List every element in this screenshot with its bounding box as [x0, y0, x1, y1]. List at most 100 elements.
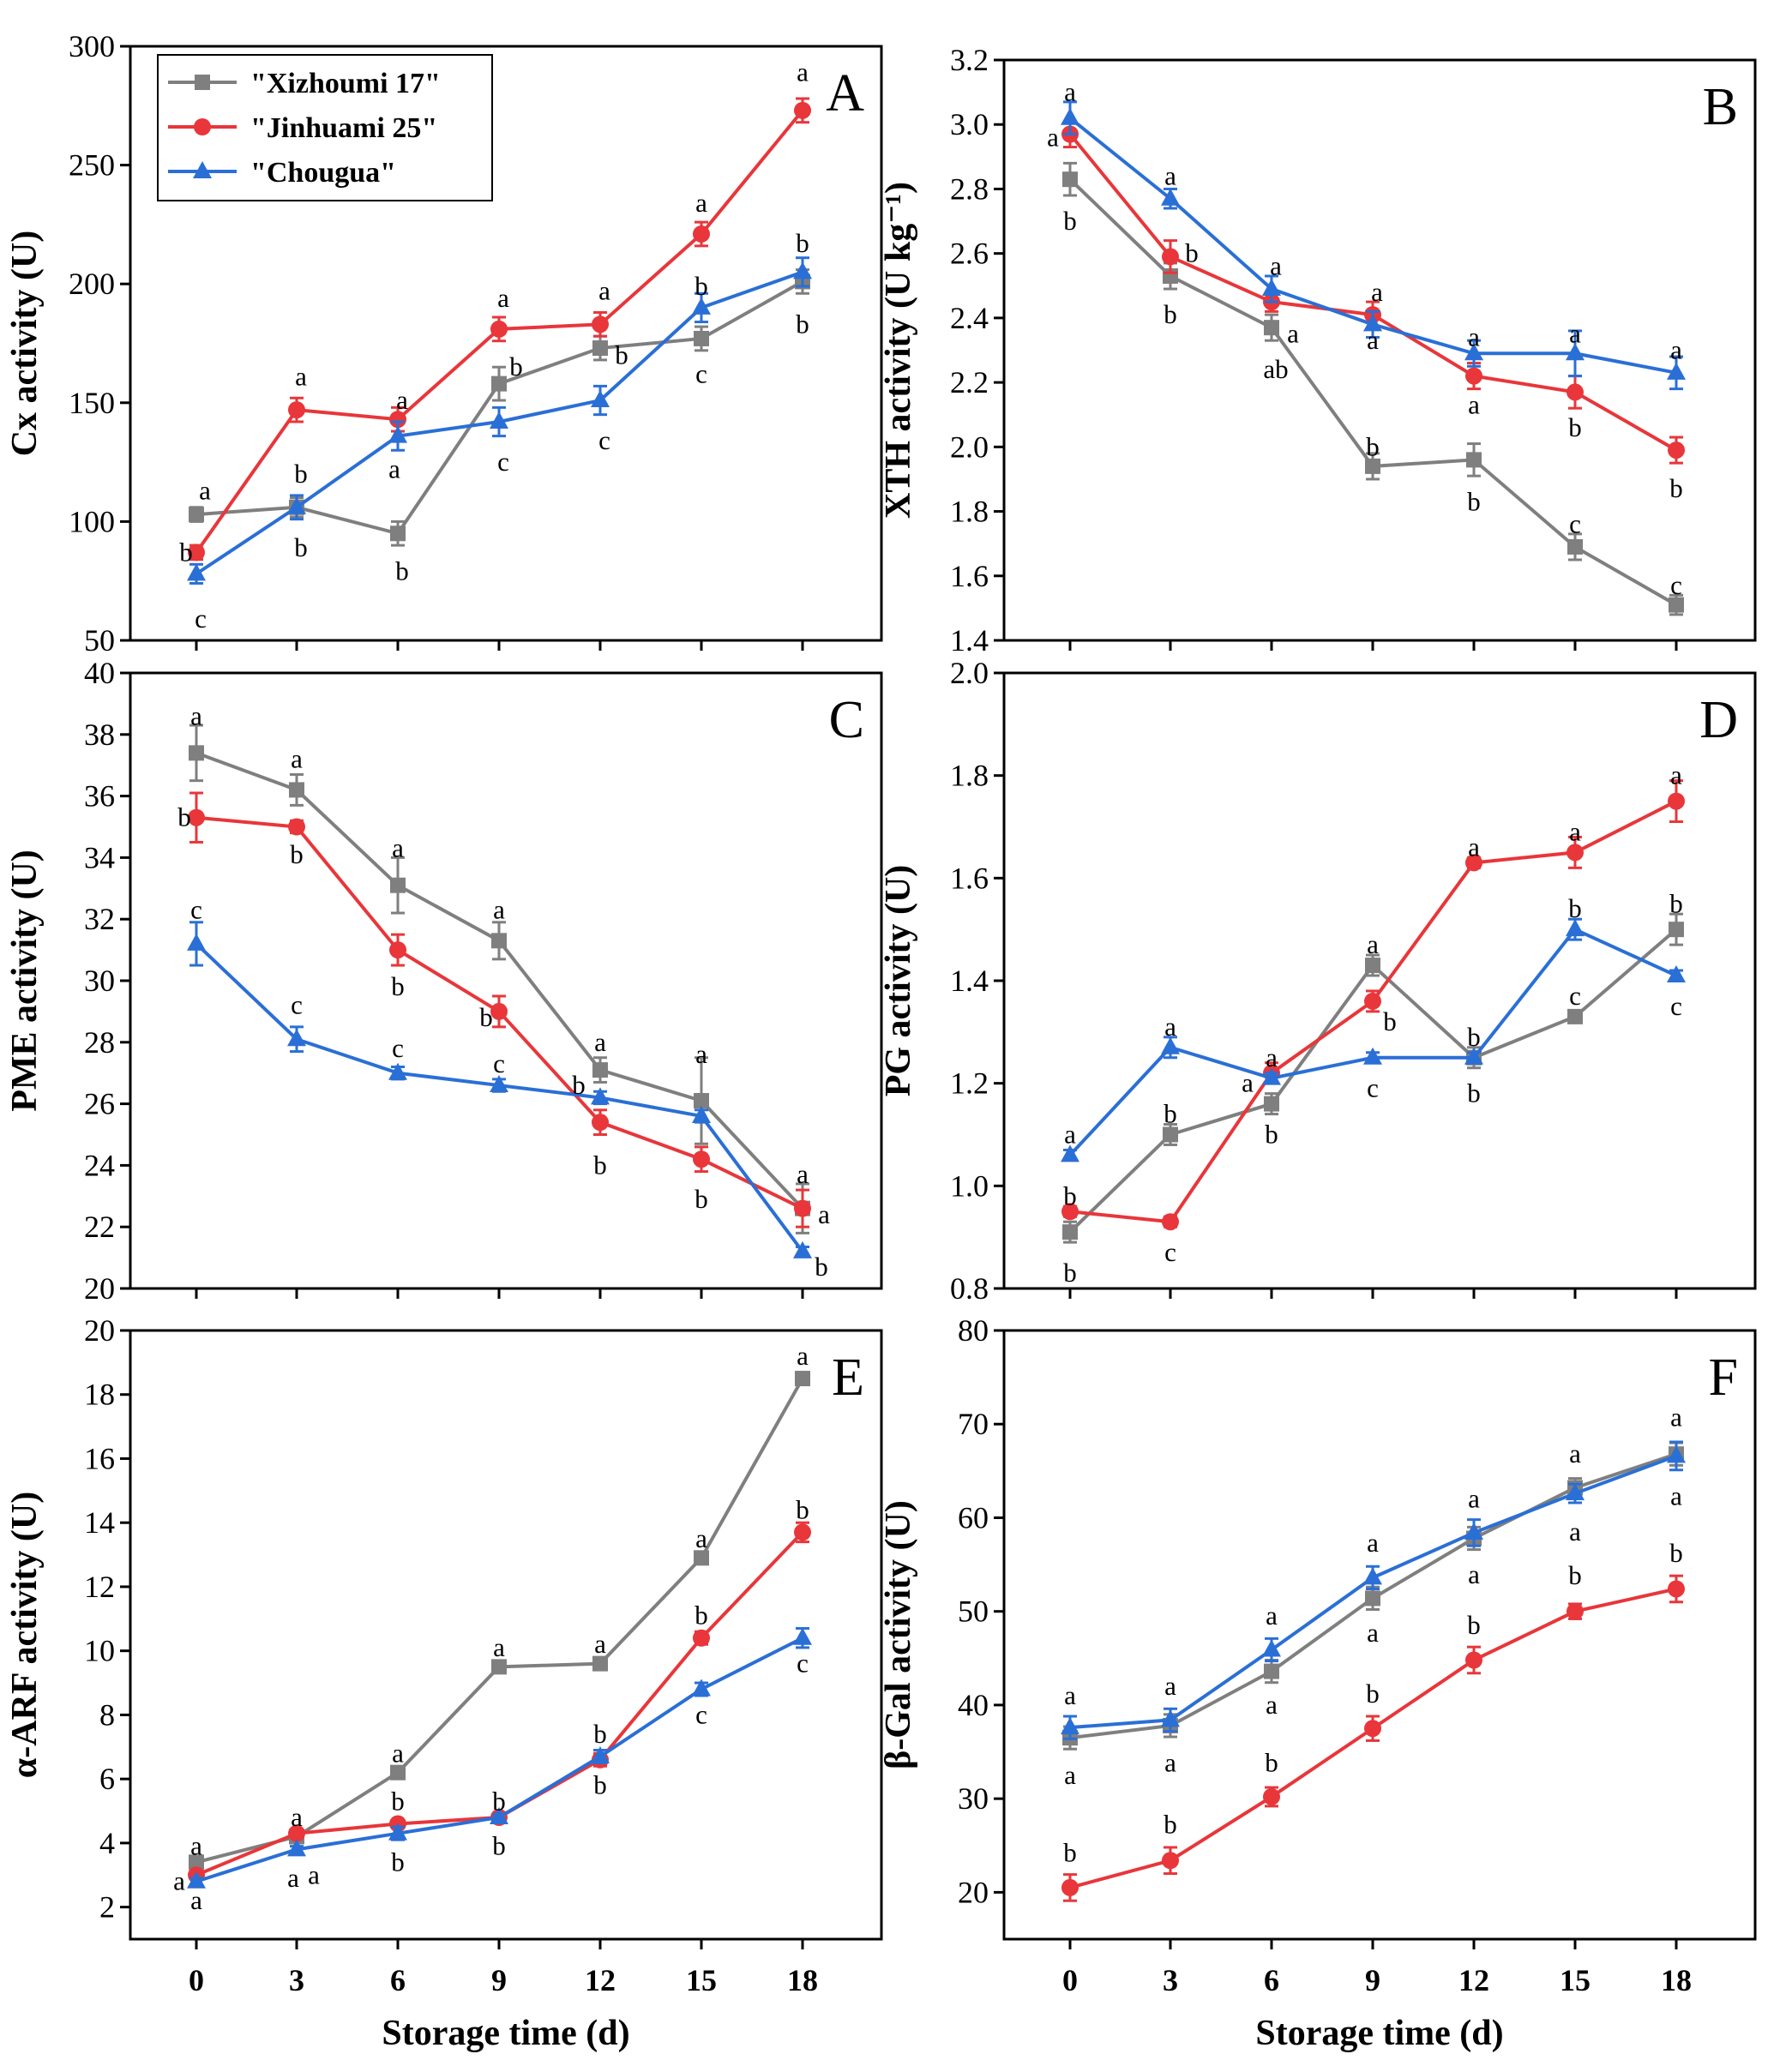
significance-label: a — [1468, 389, 1480, 419]
y-tick-label: 1.2 — [950, 1066, 989, 1101]
significance-label: b — [1366, 1679, 1380, 1709]
series-jinhuami-25 — [188, 791, 811, 1228]
data-point — [693, 1629, 710, 1647]
y-tick-label: 100 — [69, 504, 115, 538]
data-point — [288, 1824, 305, 1842]
y-tick-label: 200 — [69, 267, 115, 301]
plot-frame — [1002, 1329, 1757, 1941]
y-tick-label: 30 — [84, 964, 115, 998]
significance-label: a — [818, 1199, 830, 1229]
y-tick-label: 24 — [84, 1148, 115, 1182]
data-point — [1667, 1445, 1686, 1463]
significance-label: c — [1569, 981, 1581, 1011]
data-point — [592, 1655, 608, 1672]
y-tick-label: 1.8 — [950, 495, 989, 529]
data-point — [591, 1746, 610, 1763]
panel-b: 1.4 1.6 1.8 2.0 2.2 2.4 2.6 2.8 3.0 3.2 XTH activi… — [879, 43, 1757, 658]
significance-label: b — [1383, 1006, 1397, 1036]
significance-label: b — [1265, 1748, 1278, 1778]
data-point — [1365, 458, 1380, 474]
y-tick-label: 2.0 — [950, 656, 989, 690]
significance-label: a — [594, 1629, 606, 1659]
plot-frame — [1002, 671, 1757, 1290]
significance-label: a — [594, 1027, 606, 1057]
significance-label: b — [290, 839, 304, 869]
data-point — [692, 1105, 711, 1123]
data-point — [1262, 1639, 1281, 1657]
significance-label: a — [493, 1632, 505, 1662]
data-point — [1566, 1602, 1584, 1620]
panel-letter: B — [1703, 78, 1738, 136]
series-chougua — [1061, 917, 1686, 1162]
y-tick-label: 150 — [69, 386, 115, 420]
significance-label: a — [291, 1802, 303, 1832]
panel-e: 2 4 6 8 10 12 14 16 18 20 0 3 6 9 12 15 18 α-ARF activity… — [5, 1313, 883, 1997]
x-tick-label: 18 — [1661, 1963, 1692, 1997]
data-point — [1668, 792, 1685, 810]
significance-label: a — [1064, 77, 1076, 107]
significance-label: a — [1064, 1680, 1076, 1710]
significance-label: b — [391, 971, 405, 1001]
data-point — [1464, 1047, 1483, 1065]
significance-label: ab — [1263, 354, 1288, 384]
significance-label: a — [1468, 1484, 1480, 1514]
series-line — [195, 942, 804, 1253]
significance-label: a — [1569, 816, 1581, 846]
significance-label: b — [1063, 1838, 1077, 1868]
series-chougua — [187, 1627, 812, 1889]
y-tick-label: 50 — [958, 1595, 989, 1629]
data-point — [794, 1199, 811, 1217]
data-point — [288, 818, 305, 836]
significance-label: a — [1164, 1671, 1176, 1701]
significance-label: a — [291, 744, 303, 774]
significance-label: b — [796, 228, 809, 258]
plot-frame — [1002, 58, 1757, 642]
y-axis-label: α-ARF activity (U) — [5, 1492, 45, 1778]
legend: "Xizhoumi 17" "Jinhuami 25" "Chougua" — [157, 54, 493, 201]
significance-label: b — [1568, 893, 1582, 923]
y-tick-label: 1.4 — [950, 964, 989, 998]
data-point — [1667, 362, 1686, 380]
data-point — [794, 101, 811, 119]
data-point — [491, 375, 507, 392]
data-point — [1566, 343, 1585, 361]
y-tick-label: 70 — [958, 1407, 989, 1441]
y-tick-label: 4 — [99, 1826, 115, 1860]
significance-label: a — [1064, 1760, 1076, 1790]
significance-label: b — [395, 556, 409, 586]
significance-label: b — [593, 1719, 607, 1749]
significance-label: b — [572, 1070, 586, 1100]
x-tick-label: 3 — [1163, 1963, 1178, 1997]
significance-label: a — [1266, 1690, 1278, 1720]
significance-label: b — [1164, 1099, 1177, 1129]
data-point — [1363, 314, 1382, 332]
significance-label: a — [199, 475, 211, 505]
data-point — [490, 1807, 508, 1824]
significance-label: a — [190, 1885, 202, 1915]
data-point — [189, 507, 204, 523]
x-tick-label: 6 — [1264, 1963, 1279, 1997]
significance-label: a — [797, 57, 809, 87]
panel-letter: E — [832, 1348, 864, 1407]
significance-label: a — [190, 700, 202, 730]
significance-label: a — [1164, 1748, 1176, 1778]
series-line — [195, 751, 804, 1210]
y-tick-label: 30 — [958, 1781, 989, 1816]
y-tick-label: 3.2 — [950, 43, 989, 77]
data-point — [390, 1764, 406, 1781]
significance-label: a — [1164, 160, 1176, 190]
data-point — [1465, 367, 1482, 385]
significance-label: b — [177, 802, 191, 832]
significance-label: a — [598, 276, 610, 306]
series-jinhuami-25 — [1061, 119, 1685, 465]
data-point — [287, 1029, 306, 1047]
x-tick-label: 0 — [189, 1963, 204, 1997]
data-point — [1061, 1878, 1079, 1896]
series-chougua — [1061, 100, 1686, 391]
significance-label: a — [1371, 277, 1383, 307]
data-point — [1566, 919, 1585, 937]
plot-frame — [129, 671, 883, 1290]
significance-label: c — [291, 990, 303, 1020]
panel-f: 20 30 40 50 60 70 80 0 3 6 9 12 15 18 β-Gal activity (… — [879, 1313, 1757, 1997]
y-tick-label: 28 — [84, 1025, 115, 1060]
